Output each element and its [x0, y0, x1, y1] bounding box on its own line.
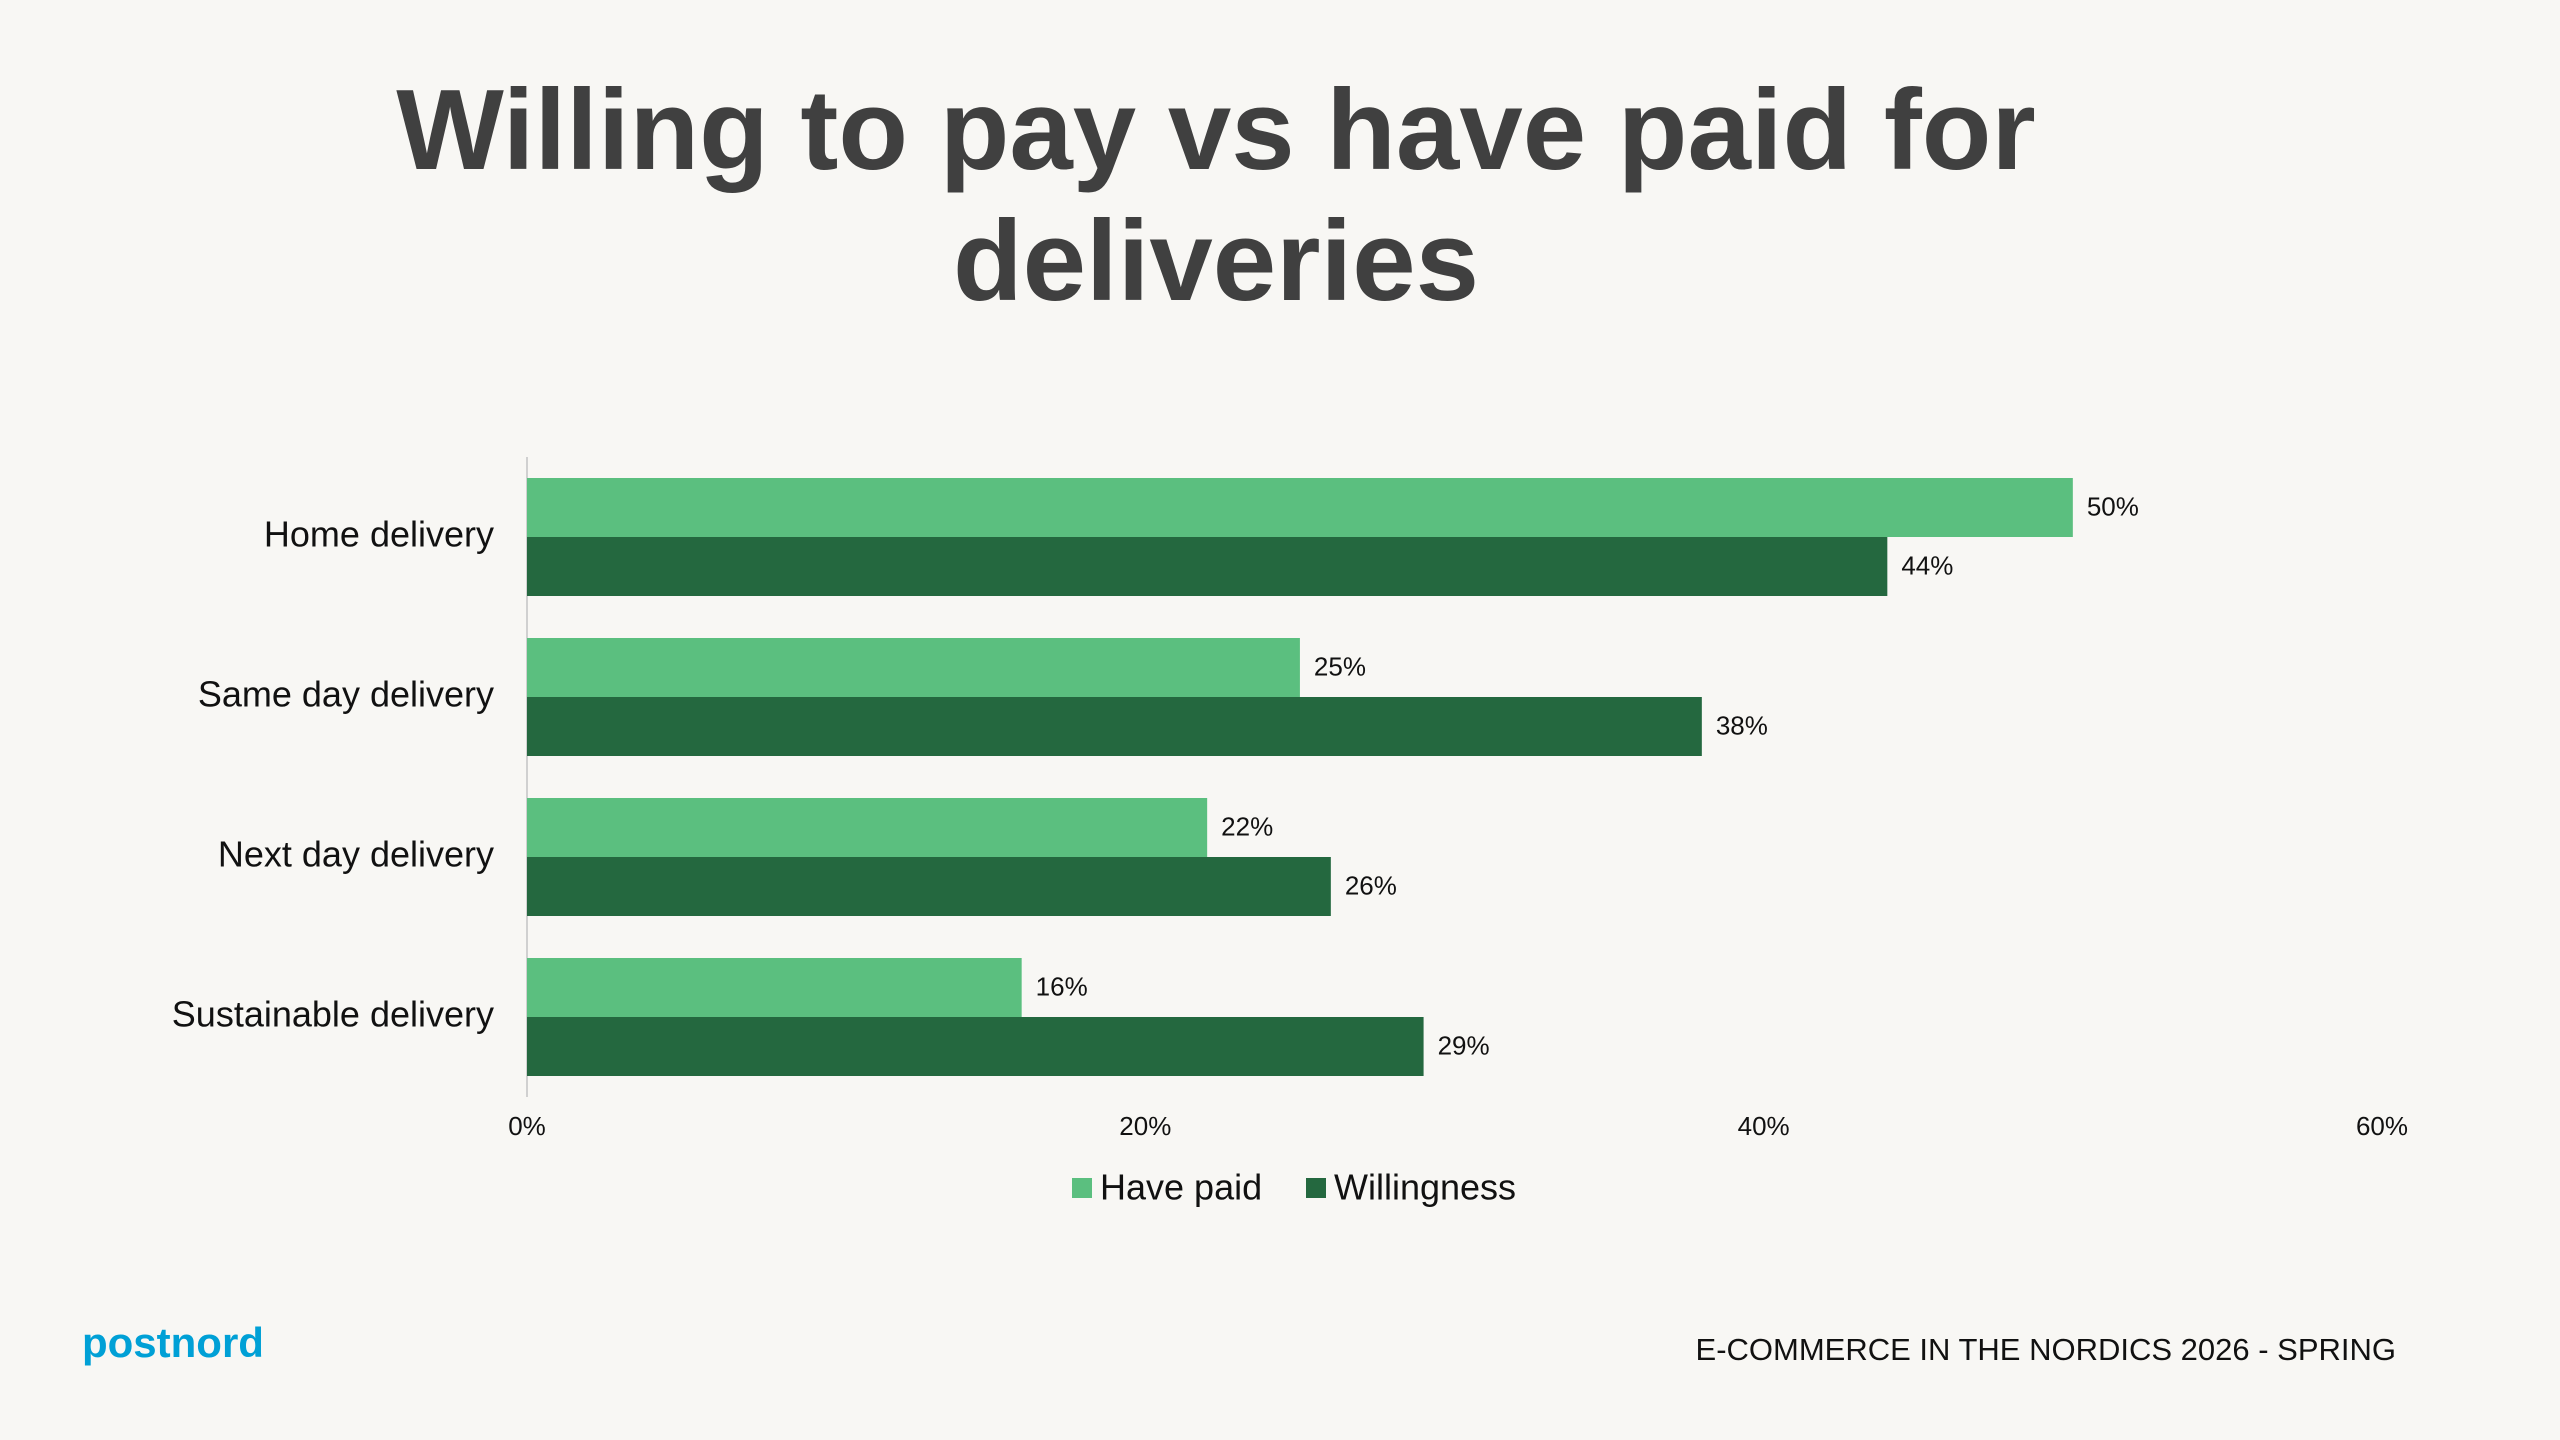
bar	[527, 857, 1331, 916]
chart-title: deliveries	[953, 198, 1479, 325]
x-tick-label: 40%	[1738, 1111, 1790, 1141]
value-label: 16%	[1036, 971, 1088, 1001]
value-label: 26%	[1345, 870, 1397, 900]
value-label: 25%	[1314, 651, 1366, 681]
legend-label: Willingness	[1334, 1167, 1516, 1208]
x-tick-label: 0%	[508, 1111, 546, 1141]
legend-swatch	[1072, 1178, 1092, 1198]
bar	[527, 478, 2073, 537]
bar	[527, 537, 1888, 596]
x-tick-label: 20%	[1119, 1111, 1171, 1141]
bar	[527, 798, 1208, 857]
chart-title: Willing to pay vs have paid for	[396, 67, 2036, 194]
value-label: 44%	[1901, 550, 1953, 580]
value-label: 50%	[2087, 491, 2139, 521]
footer: E-COMMERCE IN THE NORDICS 2026 - SPRING	[1696, 1332, 2396, 1367]
logo: postnord	[82, 1319, 264, 1366]
bar	[527, 958, 1022, 1017]
y-tick-label: Next day delivery	[218, 834, 494, 875]
value-label: 22%	[1221, 811, 1273, 841]
x-tick-label: 60%	[2356, 1111, 2408, 1141]
value-label: 38%	[1716, 710, 1768, 740]
legend-label: Have paid	[1100, 1167, 1262, 1208]
y-tick-label: Same day delivery	[198, 674, 494, 715]
y-tick-label: Sustainable delivery	[172, 994, 494, 1035]
value-label: 29%	[1438, 1030, 1490, 1060]
y-tick-label: Home delivery	[264, 514, 494, 555]
bar	[527, 1017, 1424, 1076]
bar	[527, 697, 1702, 756]
legend-swatch	[1306, 1178, 1326, 1198]
bar	[527, 638, 1300, 697]
